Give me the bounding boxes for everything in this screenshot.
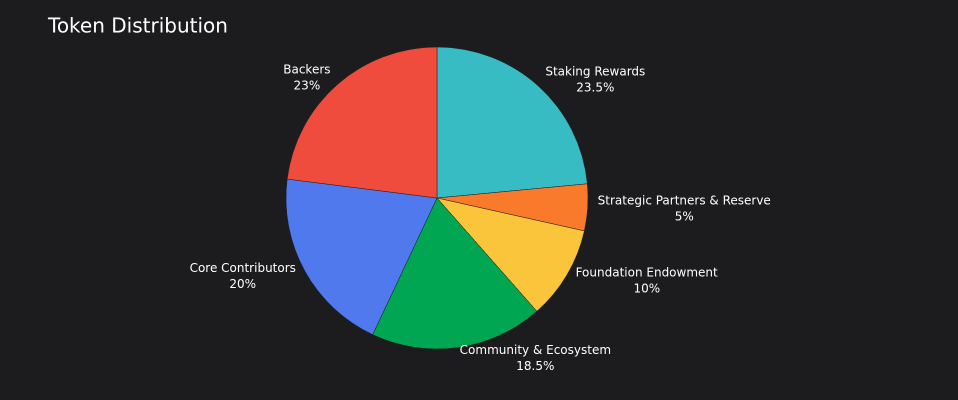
slice-label: Staking Rewards — [545, 64, 645, 78]
slice-value-label: 23% — [294, 79, 321, 93]
slice-label: Core Contributors — [190, 261, 296, 275]
slice-value-label: 5% — [675, 210, 694, 224]
pie-slice — [436, 197, 585, 312]
slice-value-label: 20% — [229, 277, 256, 291]
slice-label: Community & Ecosystem — [460, 343, 611, 357]
chart-title: Token Distribution — [47, 14, 228, 38]
slice-value-label: 18.5% — [516, 359, 554, 373]
slice-value-label: 10% — [633, 281, 660, 295]
pie-slice — [436, 46, 588, 199]
pie-slice — [285, 178, 438, 335]
pie-slice — [372, 197, 538, 350]
slice-label: Strategic Partners & Reserve — [598, 194, 771, 208]
slice-label: Backers — [283, 63, 330, 77]
pie-slice — [286, 46, 438, 199]
slice-value-label: 23.5% — [576, 80, 614, 94]
slice-label: Foundation Endowment — [576, 265, 718, 279]
